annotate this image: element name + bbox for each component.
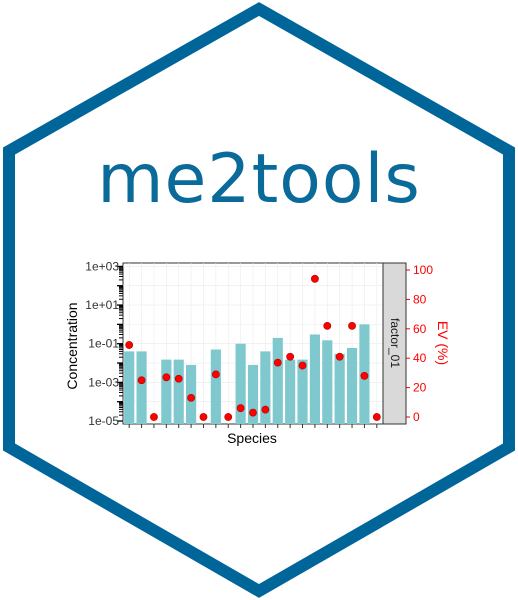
y2-tick-label: 20 [413, 381, 427, 395]
point [138, 377, 145, 384]
bar [136, 351, 146, 424]
bar [322, 340, 332, 424]
point [237, 405, 244, 412]
bar [285, 360, 295, 424]
point [262, 406, 269, 413]
point [249, 409, 256, 416]
facet-label: factor_01 [388, 318, 402, 368]
point [373, 413, 380, 420]
point [299, 362, 306, 369]
point [212, 371, 219, 378]
bar [347, 348, 357, 424]
y2-tick-label: 40 [413, 351, 427, 365]
y-tick-label: 1e-01 [88, 337, 119, 351]
point [274, 359, 281, 366]
y2-tick-label: 0 [413, 410, 420, 424]
bar [174, 360, 184, 424]
bar [124, 351, 134, 424]
y-tick-label: 1e+01 [85, 298, 119, 312]
x-axis-title: Species [227, 430, 277, 446]
secondary-y-axis-title: EV (%) [435, 321, 451, 365]
point [348, 322, 355, 329]
bar [161, 360, 171, 424]
point [187, 394, 194, 401]
point [150, 413, 157, 420]
y2-tick-label: 60 [413, 322, 427, 336]
bar [273, 338, 283, 424]
point [311, 275, 318, 282]
y-tick-label: 1e-05 [88, 414, 119, 428]
bar [211, 350, 221, 424]
point [200, 413, 207, 420]
x-axis [129, 424, 377, 428]
point [126, 341, 133, 348]
y-tick-label: 1e+03 [85, 259, 119, 273]
y-axis-title: Concentration [64, 302, 80, 389]
y-axis: 1e-05 1e-03 1e-01 1e+01 1e+03 [85, 259, 123, 428]
bar [335, 354, 345, 424]
point [324, 322, 331, 329]
point [163, 374, 170, 381]
secondary-y-axis: 0 20 40 60 80 100 [406, 263, 433, 424]
y2-tick-label: 80 [413, 292, 427, 306]
y-tick-label: 1e-03 [88, 375, 119, 389]
point [175, 375, 182, 382]
point [225, 413, 232, 420]
point [361, 372, 368, 379]
point [287, 353, 294, 360]
y2-tick-label: 100 [413, 263, 433, 277]
point [336, 353, 343, 360]
bar [310, 334, 320, 424]
